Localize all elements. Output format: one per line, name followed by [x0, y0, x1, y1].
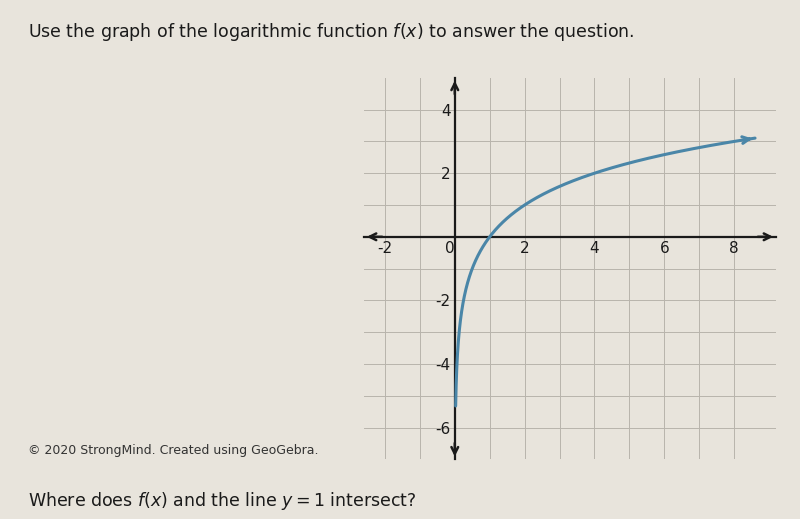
Text: © 2020 StrongMind. Created using GeoGebra.: © 2020 StrongMind. Created using GeoGebr… [28, 444, 318, 457]
Text: Where does $f(x)$ and the line $y = 1$ intersect?: Where does $f(x)$ and the line $y = 1$ i… [28, 490, 417, 512]
Text: Use the graph of the logarithmic function $f(x)$ to answer the question.: Use the graph of the logarithmic functio… [28, 21, 634, 43]
